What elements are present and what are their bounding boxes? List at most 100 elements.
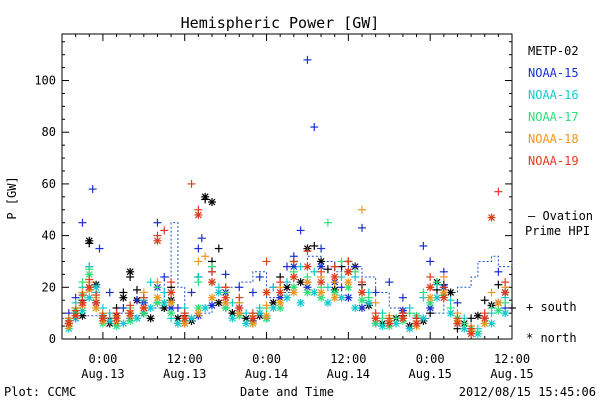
north-point [235, 303, 244, 312]
north-point [317, 293, 326, 302]
x-tick-label-date: Aug.14 [245, 367, 288, 381]
south-point [337, 257, 346, 266]
north-point [269, 298, 278, 307]
north-point [323, 298, 332, 307]
south-point [480, 296, 489, 305]
south-point [235, 293, 244, 302]
x-tick-label-date: Aug.15 [409, 367, 452, 381]
footer-plot-credit: Plot: CCMC [4, 385, 76, 399]
north-point [303, 288, 312, 297]
south-point [228, 298, 237, 307]
south-point [439, 283, 448, 292]
south-point [358, 278, 366, 287]
north-point [317, 288, 326, 297]
x-tick-label-time: 12:00 [330, 352, 366, 366]
north-point [167, 288, 176, 297]
north-point [85, 270, 94, 279]
south-point [160, 288, 169, 297]
north-point [426, 303, 435, 312]
north-point [269, 303, 278, 312]
north-point [105, 316, 114, 325]
south-point [323, 218, 332, 227]
south-point [133, 296, 141, 305]
south-point [453, 298, 462, 307]
legend-entry: METP-02 [528, 44, 579, 58]
south-point [494, 267, 503, 276]
marker-legend: + south * north [526, 300, 577, 345]
south-point [371, 288, 380, 297]
north-point [453, 319, 462, 328]
north-point [494, 306, 503, 315]
south-point [433, 278, 441, 287]
south-point [501, 278, 510, 287]
south-point [508, 303, 516, 312]
north-point [501, 288, 510, 297]
south-point [330, 262, 339, 271]
north-point [330, 272, 339, 281]
north-point [64, 319, 73, 328]
north-point [85, 293, 94, 302]
south-point [201, 252, 210, 261]
north-point [228, 314, 237, 323]
north-point [405, 324, 414, 333]
north-point [487, 319, 496, 328]
north-point [187, 314, 196, 323]
south-point [460, 319, 469, 328]
north-point [194, 210, 203, 219]
south-point [303, 247, 312, 256]
south-point [358, 223, 366, 232]
north-point [371, 314, 380, 323]
north-point [337, 293, 346, 302]
south-point [88, 185, 97, 194]
south-point [269, 283, 278, 292]
y-tick-label: 100 [34, 74, 56, 88]
south-point [133, 285, 141, 294]
legend: METP-02 NOAA-15 NOAA-16 NOAA-17 NOAA-18 NOAA-… [528, 44, 579, 168]
north-point [344, 293, 353, 302]
ovation-hpi-path [62, 222, 513, 319]
south-point [296, 226, 305, 235]
south-point [160, 226, 169, 235]
south-point [221, 283, 230, 292]
south-point [467, 314, 476, 323]
y-tick-label: 20 [42, 280, 56, 294]
y-tick-label: 60 [42, 177, 56, 191]
ovation-label-line2: Prime HPI [525, 224, 590, 238]
north-point [276, 293, 285, 302]
x-tick-label-date: Aug.13 [163, 367, 206, 381]
north-point [480, 314, 489, 323]
legend-entry: NOAA-17 [528, 110, 579, 124]
north-point [487, 213, 496, 222]
north-point [276, 303, 285, 312]
south-point [221, 270, 230, 279]
north-point [153, 236, 162, 245]
south-point [248, 288, 257, 297]
south-point [105, 309, 114, 318]
north-point [119, 293, 128, 302]
north-point [92, 298, 101, 307]
south-point [303, 55, 312, 64]
south-point [405, 309, 414, 318]
ovation-label-line1: — Ovation [528, 209, 593, 223]
south-point [446, 303, 455, 312]
south-point [296, 262, 305, 271]
north-point [255, 309, 264, 318]
south-point [439, 272, 448, 281]
north-point [126, 267, 135, 276]
south-point [173, 303, 182, 312]
north-point [344, 278, 353, 287]
north-point [126, 309, 135, 318]
south-point [235, 283, 244, 292]
x-tick-label-time: 0:00 [416, 352, 445, 366]
south-point [194, 244, 203, 253]
south-point [317, 267, 326, 276]
south-point [426, 257, 435, 266]
north-point [71, 311, 80, 320]
north-point [358, 288, 366, 297]
plot-frame [61, 33, 513, 340]
north-point [221, 293, 230, 302]
north-point [344, 283, 353, 292]
north-point [283, 293, 291, 302]
x-tick-label-date: Aug.15 [490, 367, 533, 381]
